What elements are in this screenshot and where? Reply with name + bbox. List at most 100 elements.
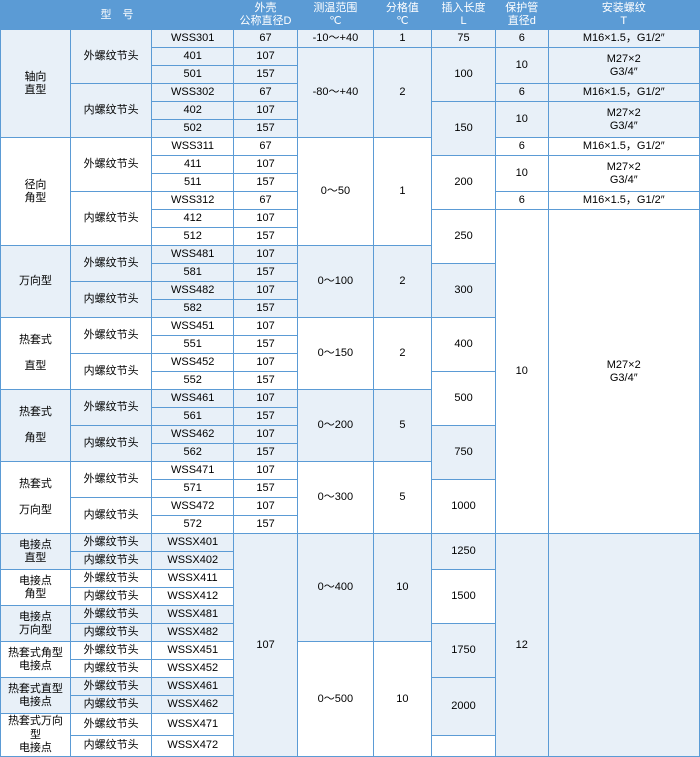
dia-cell: 107 — [234, 318, 298, 336]
prot-cell: 6 — [496, 138, 548, 156]
hdr-dia: 外壳 公称直径D — [234, 1, 298, 30]
div-cell: 10 — [373, 534, 431, 642]
model-cell: WSSX462 — [152, 696, 234, 714]
model-cell: 571 — [152, 480, 234, 498]
prot-cell: 6 — [496, 192, 548, 210]
subcat-ext: 外螺纹节头 — [70, 318, 152, 354]
dia-cell: 107 — [234, 426, 298, 444]
cat-hotangle: 热套式 角型 — [1, 390, 71, 462]
dia-cell: 157 — [234, 372, 298, 390]
model-cell: WSSX461 — [152, 678, 234, 696]
model-cell: WSS471 — [152, 462, 234, 480]
div-cell: 5 — [373, 462, 431, 534]
model-cell: 511 — [152, 174, 234, 192]
model-cell: WSSX481 — [152, 606, 234, 624]
model-cell: WSSX411 — [152, 570, 234, 588]
dia-cell: 67 — [234, 84, 298, 102]
subcat-ext: 外螺纹节头 — [70, 138, 152, 192]
model-cell: 572 — [152, 516, 234, 534]
subcat-int: 内螺纹节头 — [70, 696, 152, 714]
subcat-ext: 外螺纹节头 — [70, 678, 152, 696]
model-cell: WSSX471 — [152, 714, 234, 735]
dia-cell: 67 — [234, 192, 298, 210]
range-cell: 0～200 — [298, 390, 374, 462]
model-cell: WSSX472 — [152, 735, 234, 756]
model-cell: WSS311 — [152, 138, 234, 156]
len-cell: 150 — [432, 102, 496, 156]
cat-axial: 轴向 直型 — [1, 30, 71, 138]
subcat-int: 内螺纹节头 — [70, 735, 152, 756]
dia-cell: 107 — [234, 390, 298, 408]
dia-cell: 67 — [234, 30, 298, 48]
range-cell: 0～100 — [298, 246, 374, 318]
div-cell: 2 — [373, 246, 431, 318]
div-cell: 5 — [373, 390, 431, 462]
len-cell: 75 — [432, 30, 496, 48]
cat-hot-universal-elec: 热套式万向型 电接点 — [1, 714, 71, 757]
thread-cell: M27×2 G3/4″ — [548, 48, 700, 84]
dia-cell: 157 — [234, 300, 298, 318]
dia-cell: 107 — [234, 534, 298, 757]
model-cell: WSS462 — [152, 426, 234, 444]
model-cell: 551 — [152, 336, 234, 354]
len-cell: 750 — [432, 426, 496, 480]
len-cell: 500 — [432, 372, 496, 426]
subcat-int: 内螺纹节头 — [70, 660, 152, 678]
div-cell: 2 — [373, 48, 431, 138]
thread-cell: M27×2 G3/4″ — [548, 102, 700, 138]
model-cell: 502 — [152, 120, 234, 138]
prot-cell: 10 — [496, 102, 548, 138]
model-cell: WSS482 — [152, 282, 234, 300]
dia-cell: 107 — [234, 462, 298, 480]
dia-cell: 107 — [234, 210, 298, 228]
dia-cell: 107 — [234, 498, 298, 516]
range-cell: 0～300 — [298, 462, 374, 534]
model-cell: 582 — [152, 300, 234, 318]
subcat-int: 内螺纹节头 — [70, 354, 152, 390]
subcat-ext: 外螺纹节头 — [70, 714, 152, 735]
hdr-div: 分格值 ℃ — [373, 1, 431, 30]
div-cell: 1 — [373, 138, 431, 246]
subcat-int: 内螺纹节头 — [70, 624, 152, 642]
dia-cell: 157 — [234, 174, 298, 192]
model-cell: WSS302 — [152, 84, 234, 102]
model-cell: 561 — [152, 408, 234, 426]
hdr-len: 插入长度 L — [432, 1, 496, 30]
model-cell: WSSX412 — [152, 588, 234, 606]
model-cell: WSSX402 — [152, 552, 234, 570]
len-cell: 1000 — [432, 480, 496, 534]
len-cell: 2000 — [432, 678, 496, 735]
prot-cell: 10 — [496, 210, 548, 534]
dia-cell: 107 — [234, 354, 298, 372]
prot-cell: 10 — [496, 156, 548, 192]
range-cell: 0～150 — [298, 318, 374, 390]
model-cell: 501 — [152, 66, 234, 84]
cat-hot-straight-elec: 热套式直型 电接点 — [1, 678, 71, 714]
dia-cell: 157 — [234, 264, 298, 282]
model-cell: WSS312 — [152, 192, 234, 210]
model-cell: 412 — [152, 210, 234, 228]
model-cell: WSSX452 — [152, 660, 234, 678]
subcat-ext: 外螺纹节头 — [70, 534, 152, 552]
subcat-ext: 外螺纹节头 — [70, 390, 152, 426]
dia-cell: 157 — [234, 480, 298, 498]
thread-cell: M27×2 G3/4″ — [548, 156, 700, 192]
dia-cell: 107 — [234, 156, 298, 174]
model-cell: WSS472 — [152, 498, 234, 516]
dia-cell: 67 — [234, 138, 298, 156]
cat-hotstraight: 热套式 直型 — [1, 318, 71, 390]
model-cell: 411 — [152, 156, 234, 174]
table-row: 轴向 直型 外螺纹节头 WSS301 67 -10～+40 1 75 6 M16… — [1, 30, 700, 48]
model-cell: WSS461 — [152, 390, 234, 408]
subcat-int: 内螺纹节头 — [70, 498, 152, 534]
thread-cell: M16×1.5，G1/2″ — [548, 192, 700, 210]
len-cell: 1500 — [432, 570, 496, 624]
dia-cell: 157 — [234, 228, 298, 246]
len-cell: 300 — [432, 264, 496, 318]
cat-elec-straight: 电接点 直型 — [1, 534, 71, 570]
model-cell: WSS452 — [152, 354, 234, 372]
model-cell: WSSX451 — [152, 642, 234, 660]
subcat-int: 内螺纹节头 — [70, 84, 152, 138]
dia-cell: 157 — [234, 408, 298, 426]
len-cell: 250 — [432, 210, 496, 264]
